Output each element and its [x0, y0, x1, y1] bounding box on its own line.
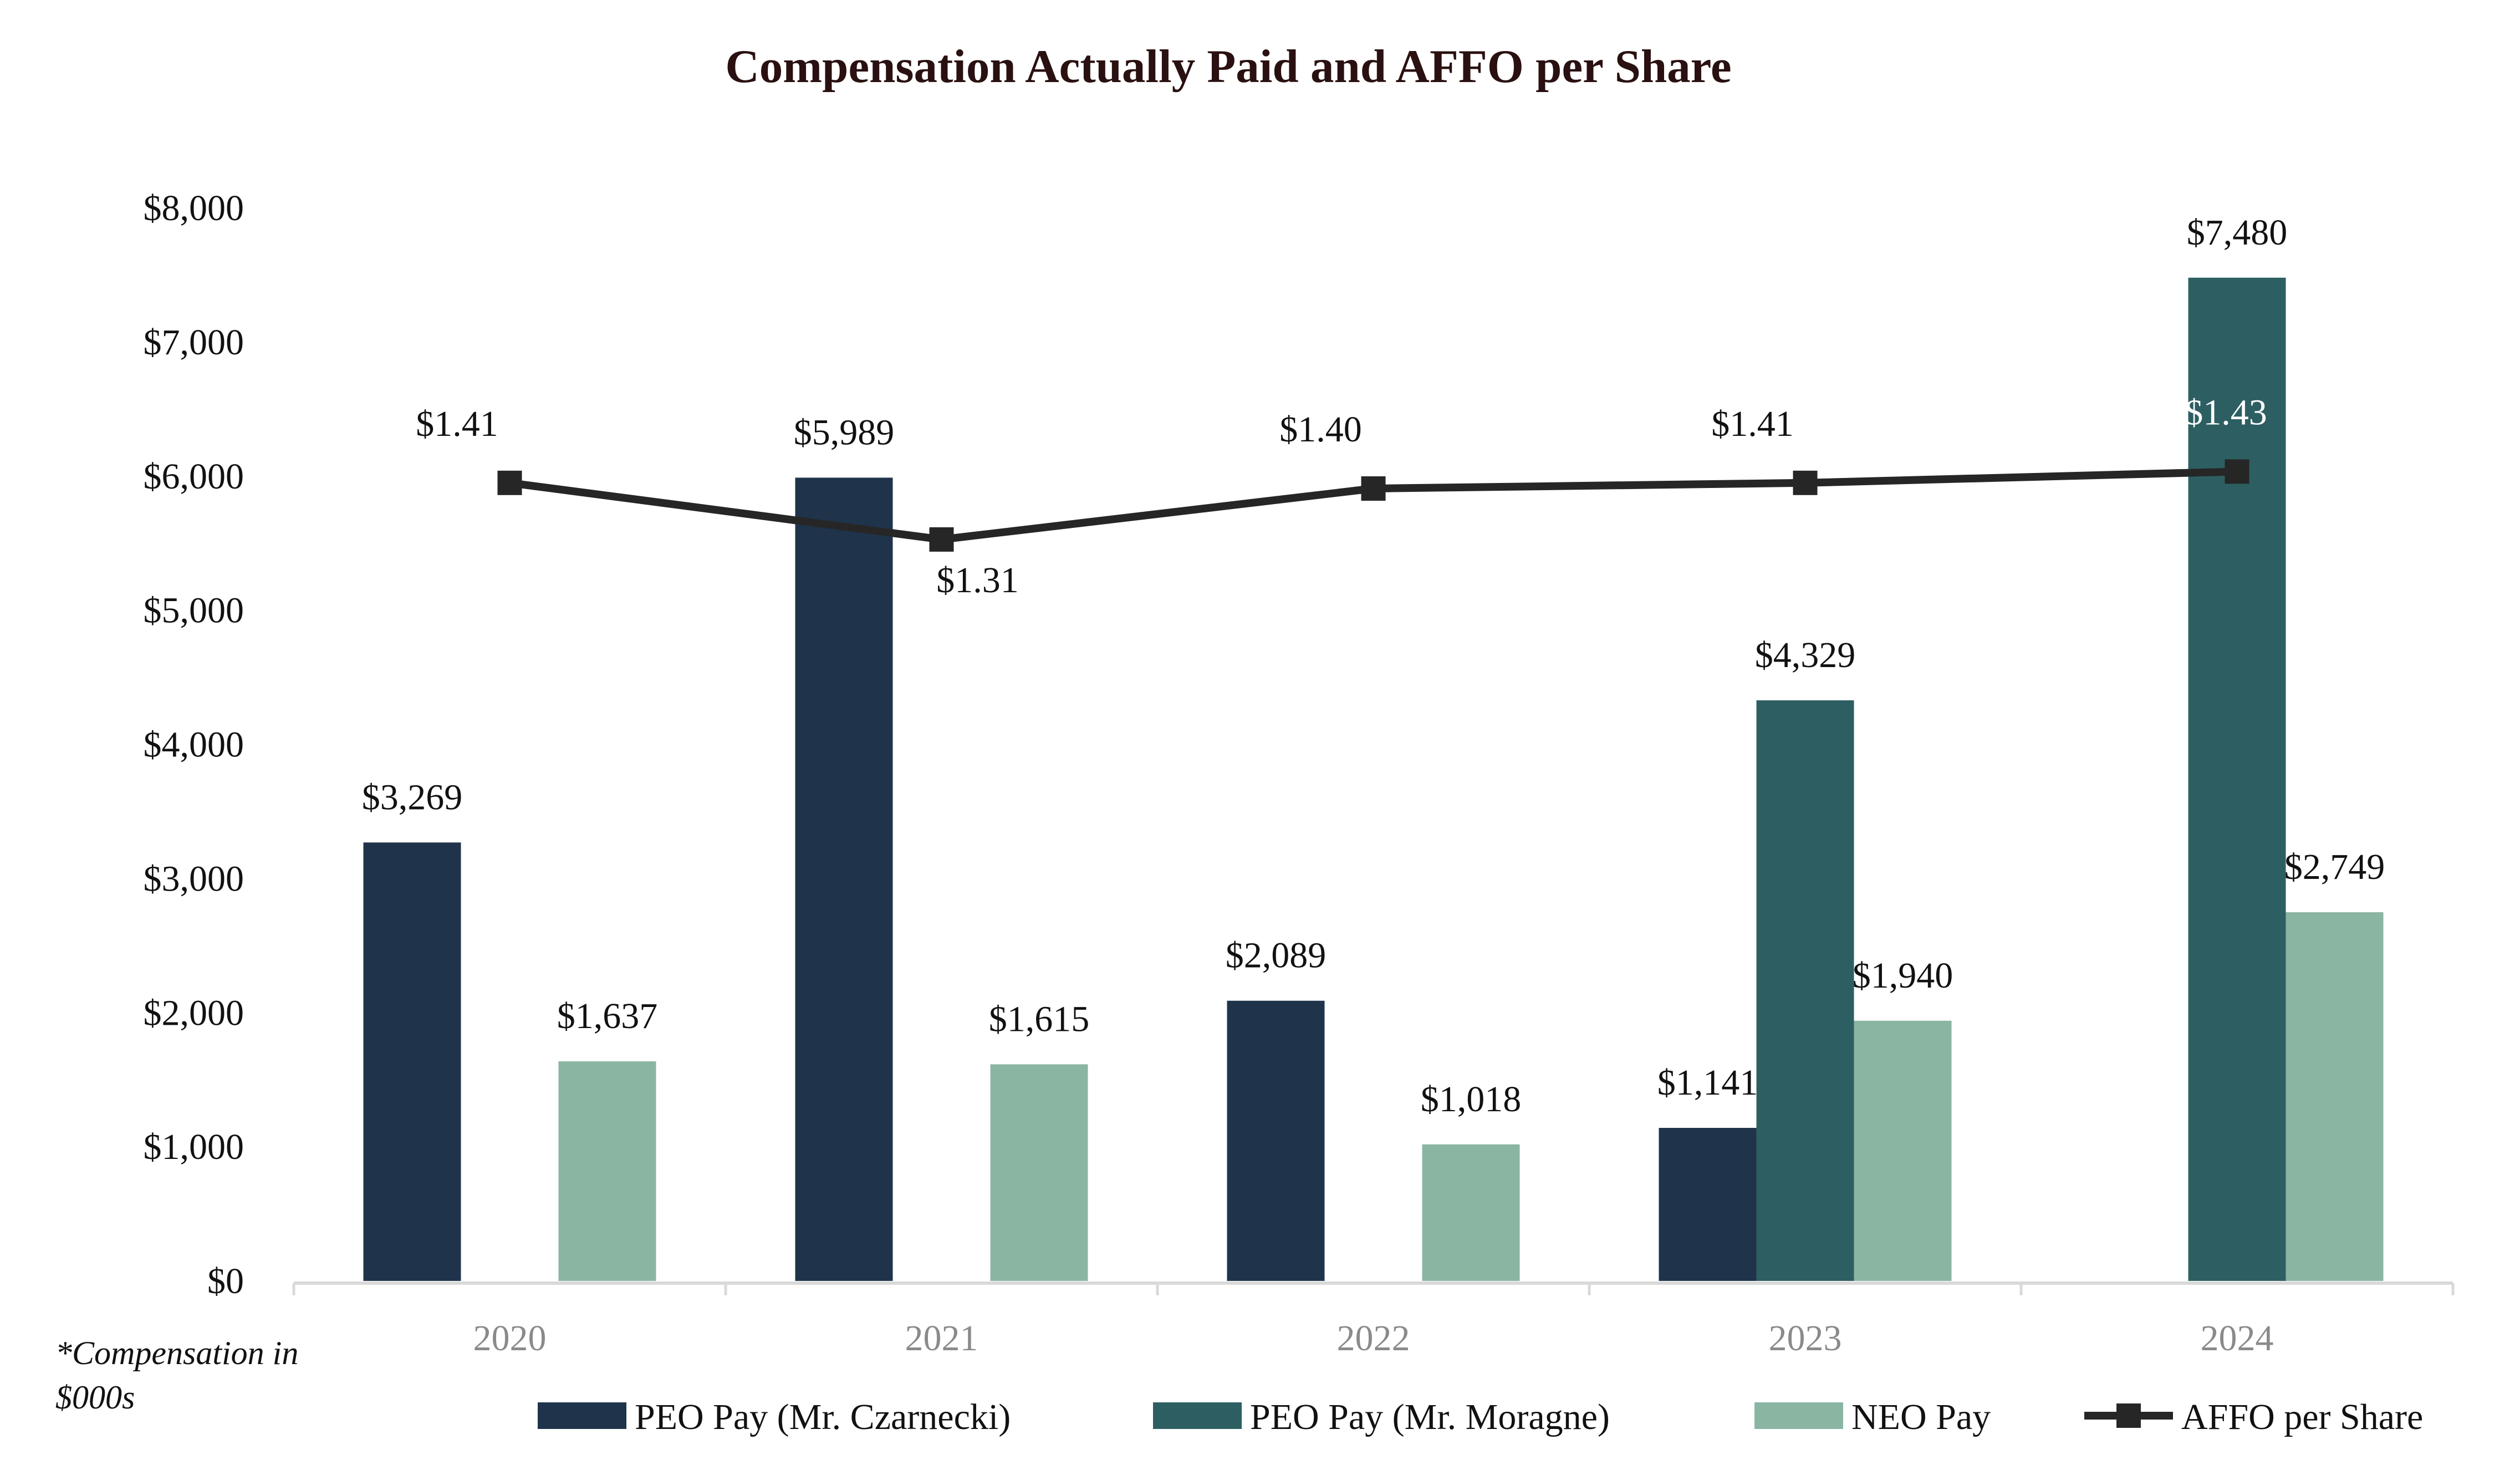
- legend-label: PEO Pay (Mr. Moragne): [1250, 1397, 1610, 1437]
- bar: [1422, 1144, 1520, 1281]
- affo-marker: [497, 470, 522, 495]
- y-tick-label: $6,000: [144, 456, 244, 497]
- bar-value-label: $1,141: [1657, 1062, 1758, 1103]
- bar: [1659, 1128, 1757, 1281]
- bars: [363, 277, 2384, 1281]
- y-axis: $0 $1,000 $2,000 $3,000 $4,000 $5,000 $6,000 $7…: [144, 188, 244, 1301]
- bar: [1854, 1020, 1952, 1281]
- legend-item: AFFO per Share: [2084, 1397, 2423, 1437]
- affo-marker: [2225, 459, 2249, 484]
- bar: [1227, 1000, 1325, 1281]
- bar-value-label: $1,018: [1421, 1079, 1522, 1120]
- data-labels: $3,269 $5,989 $2,089 $1,141 $4,329 $7,480 $1,6…: [362, 212, 2385, 1120]
- footnote: *Compensation in $000s: [55, 1335, 298, 1416]
- bar-value-label: $1,615: [989, 999, 1090, 1039]
- legend-label: AFFO per Share: [2181, 1397, 2423, 1437]
- bar: [990, 1064, 1088, 1281]
- x-axis: 2020 2021 2022 2023 2024: [292, 1281, 2455, 1359]
- x-tick-label: 2020: [473, 1318, 547, 1359]
- footnote-line-2: $000s: [55, 1379, 135, 1416]
- bar: [1756, 700, 1854, 1281]
- y-tick-label: $5,000: [144, 591, 244, 631]
- affo-value-label: $1.41: [416, 404, 498, 444]
- affo-value-label: $1.31: [936, 560, 1019, 601]
- bar: [363, 842, 461, 1281]
- x-tick-label: 2024: [2201, 1318, 2274, 1359]
- y-tick-label: $2,000: [144, 993, 244, 1033]
- x-tick-label: 2022: [1337, 1318, 1410, 1359]
- footnote-line-1: *Compensation in: [55, 1335, 298, 1371]
- affo-marker: [929, 527, 954, 552]
- legend-label: PEO Pay (Mr. Czarnecki): [635, 1397, 1011, 1437]
- bar-value-label: $2,749: [2284, 847, 2385, 887]
- legend-item: PEO Pay (Mr. Moragne): [1153, 1397, 1610, 1437]
- legend-label: NEO Pay: [1851, 1397, 1991, 1437]
- legend-swatch: [538, 1402, 626, 1429]
- bar-value-label: $5,989: [794, 412, 895, 452]
- affo-value-label: $1.43: [2185, 392, 2267, 433]
- y-tick-label: $1,000: [144, 1127, 244, 1167]
- legend-item: NEO Pay: [1754, 1397, 1991, 1437]
- y-tick-label: $0: [207, 1261, 244, 1301]
- y-tick-label: $4,000: [144, 725, 244, 765]
- affo-value-label: $1.40: [1279, 409, 1362, 450]
- y-tick-label: $3,000: [144, 858, 244, 899]
- affo-value-label: $1.41: [1711, 404, 1794, 444]
- legend-swatch: [1153, 1402, 1242, 1429]
- bar: [2188, 277, 2286, 1281]
- legend-item: PEO Pay (Mr. Czarnecki): [538, 1397, 1011, 1437]
- y-tick-label: $7,000: [144, 322, 244, 363]
- bar: [2286, 912, 2384, 1281]
- legend-swatch: [1754, 1402, 1843, 1429]
- chart-title: Compensation Actually Paid and AFFO per …: [725, 40, 1731, 93]
- x-tick-label: 2023: [1769, 1318, 1842, 1359]
- bar: [795, 477, 893, 1281]
- bar: [558, 1061, 656, 1281]
- legend: PEO Pay (Mr. Czarnecki) PEO Pay (Mr. Mora…: [538, 1397, 2423, 1437]
- bar-value-label: $1,940: [1853, 955, 1953, 996]
- affo-marker: [1793, 470, 1818, 495]
- bar-value-label: $4,329: [1755, 635, 1856, 675]
- affo-line-layer: [497, 459, 2249, 552]
- bar-value-label: $1,637: [557, 996, 658, 1036]
- y-tick-label: $8,000: [144, 188, 244, 228]
- bar-value-label: $2,089: [1226, 935, 1327, 976]
- bar-value-label: $7,480: [2187, 212, 2288, 253]
- x-tick-label: 2021: [905, 1318, 978, 1359]
- bar-value-label: $3,269: [362, 777, 463, 817]
- legend-swatch-marker: [2116, 1403, 2141, 1428]
- affo-marker: [1361, 476, 1386, 501]
